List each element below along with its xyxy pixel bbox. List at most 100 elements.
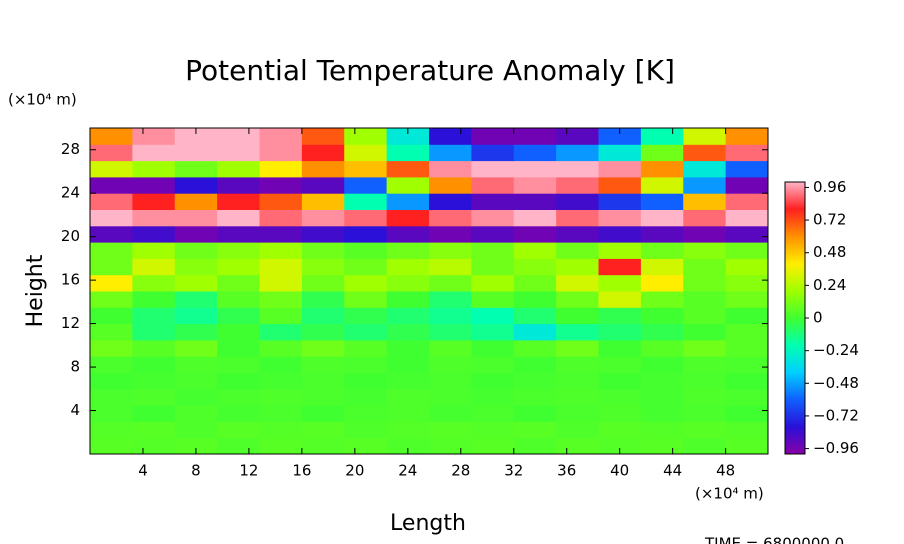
chart-title: Potential Temperature Anomaly [K] bbox=[185, 54, 675, 87]
heat-cell bbox=[725, 193, 769, 210]
heat-cell bbox=[725, 176, 769, 194]
heat-cell bbox=[132, 193, 176, 210]
heat-cell bbox=[217, 405, 260, 422]
x-tick-label: 16 bbox=[292, 462, 311, 480]
x-axis-label: Length bbox=[390, 511, 466, 536]
x-tick-label: 4 bbox=[138, 462, 148, 480]
heat-cell bbox=[344, 437, 388, 455]
heat-cell bbox=[90, 339, 133, 357]
heat-cell bbox=[471, 225, 515, 243]
heat-cell bbox=[217, 160, 260, 178]
heat-cell bbox=[344, 421, 388, 439]
heat-cell bbox=[259, 258, 303, 276]
heat-cell bbox=[513, 323, 557, 341]
heat-cell bbox=[683, 144, 727, 162]
heat-cell bbox=[471, 274, 515, 292]
heat-cell bbox=[429, 339, 472, 357]
heat-cell bbox=[217, 356, 260, 373]
heat-cell bbox=[386, 176, 430, 194]
heat-cell bbox=[259, 291, 303, 308]
heat-cell bbox=[640, 144, 684, 162]
heat-cell bbox=[90, 225, 133, 243]
heat-cell bbox=[259, 372, 303, 390]
heat-cell bbox=[217, 258, 260, 276]
heat-cell bbox=[301, 160, 345, 178]
heat-cell bbox=[513, 307, 557, 325]
heat-cell bbox=[344, 405, 388, 422]
colorbar-tick-label: 0.96 bbox=[813, 178, 846, 196]
heat-cell bbox=[386, 388, 430, 406]
heat-cell bbox=[556, 176, 599, 194]
heat-cell bbox=[90, 307, 133, 325]
heat-cell bbox=[683, 274, 727, 292]
colorbar-tick-label: 0.24 bbox=[813, 276, 846, 294]
heat-cell bbox=[174, 225, 218, 243]
heat-cell bbox=[174, 176, 218, 194]
heat-cell bbox=[683, 176, 727, 194]
heat-cell bbox=[132, 421, 176, 439]
heat-cell bbox=[640, 225, 684, 243]
heat-cell bbox=[386, 258, 430, 276]
heat-cell bbox=[301, 209, 345, 227]
heat-cell bbox=[386, 242, 430, 259]
heat-cell bbox=[386, 421, 430, 439]
heat-cell bbox=[725, 160, 769, 178]
heat-cell bbox=[259, 242, 303, 259]
heat-cell bbox=[429, 421, 472, 439]
heat-cell bbox=[259, 421, 303, 439]
heat-cell bbox=[556, 388, 599, 406]
heat-cell bbox=[513, 176, 557, 194]
heat-cell bbox=[471, 307, 515, 325]
heat-cell bbox=[471, 291, 515, 308]
heat-cell bbox=[725, 323, 769, 341]
x-tick-label: 36 bbox=[557, 462, 576, 480]
heat-cell bbox=[301, 291, 345, 308]
heat-cell bbox=[598, 274, 642, 292]
heat-cell bbox=[640, 242, 684, 259]
heat-cell bbox=[513, 372, 557, 390]
heat-cell bbox=[725, 258, 769, 276]
heat-cell bbox=[598, 144, 642, 162]
heat-cell bbox=[90, 176, 133, 194]
heat-cell bbox=[513, 144, 557, 162]
heat-cell bbox=[344, 128, 388, 145]
heat-cell bbox=[471, 323, 515, 341]
heat-cell bbox=[259, 144, 303, 162]
heat-cell bbox=[429, 209, 472, 227]
heat-cell bbox=[683, 405, 727, 422]
heat-cell bbox=[513, 193, 557, 210]
heat-cell bbox=[683, 242, 727, 259]
heat-cell bbox=[556, 225, 599, 243]
heat-cell bbox=[344, 274, 388, 292]
heat-cell bbox=[429, 405, 472, 422]
heat-cell bbox=[471, 437, 515, 455]
heat-cell bbox=[683, 421, 727, 439]
heat-cell bbox=[429, 242, 472, 259]
heat-cell bbox=[683, 356, 727, 373]
heat-cell bbox=[217, 225, 260, 243]
colorbar-tick-label: −0.96 bbox=[813, 439, 859, 457]
heat-cell bbox=[598, 176, 642, 194]
heat-cell bbox=[174, 144, 218, 162]
heat-cell bbox=[471, 421, 515, 439]
heat-cell bbox=[301, 405, 345, 422]
heat-cell bbox=[471, 388, 515, 406]
heat-cell bbox=[132, 242, 176, 259]
heat-cell bbox=[513, 209, 557, 227]
colorbar-tick-label: 0.48 bbox=[813, 243, 846, 261]
heat-cell bbox=[259, 128, 303, 145]
heat-cell bbox=[640, 176, 684, 194]
heat-cell bbox=[386, 307, 430, 325]
heat-cell bbox=[259, 160, 303, 178]
heat-cell bbox=[471, 405, 515, 422]
heat-cell bbox=[259, 307, 303, 325]
heat-cell bbox=[132, 356, 176, 373]
x-tick-label: 20 bbox=[345, 462, 364, 480]
x-tick-label: 12 bbox=[239, 462, 258, 480]
heat-cell bbox=[640, 405, 684, 422]
heat-cell bbox=[344, 356, 388, 373]
heat-cell bbox=[429, 160, 472, 178]
heat-cell bbox=[513, 274, 557, 292]
